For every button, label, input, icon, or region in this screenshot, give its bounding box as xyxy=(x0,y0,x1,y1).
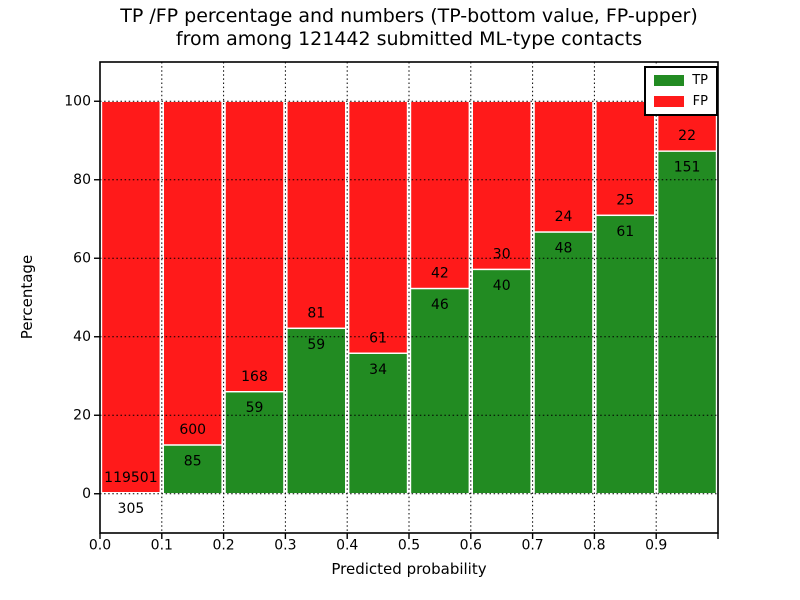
bar-label-tp: 305 xyxy=(118,501,145,517)
bar-label-fp: 25 xyxy=(616,192,634,208)
bar-label-fp: 42 xyxy=(431,266,449,282)
bar-label-tp: 48 xyxy=(555,241,573,257)
x-axis-tick-label: 0.2 xyxy=(212,538,234,554)
bar-label-fp: 30 xyxy=(493,247,511,263)
chart-title-line1: TP /FP percentage and numbers (TP-bottom… xyxy=(120,5,698,27)
tick-labels-group: 0.0 0.1 0.2 0.3 0.4 0.5 0.6 0.7 0.8 0.9 0 20 40 60 80 1… xyxy=(64,93,667,553)
chart-title: TP /FP percentage and numbers (TP-bottom… xyxy=(100,5,718,51)
bar-label-tp: 59 xyxy=(246,400,264,416)
bar-segment-fp xyxy=(471,100,532,271)
x-axis-tick-label: 0.7 xyxy=(521,538,543,554)
bar-label-fp: 81 xyxy=(307,305,325,321)
bar-segment-tp xyxy=(162,444,223,495)
y-axis-tick-label: 100 xyxy=(64,93,91,109)
fp-color-swatch xyxy=(654,96,684,107)
x-axis-tick-label: 0.9 xyxy=(645,538,667,554)
bar-segment-fp xyxy=(100,100,161,494)
bar-label-fp: 600 xyxy=(179,422,206,438)
bar-labels-group: 119501 305 600 85 168 59 81 59 61 34 42 46 30 40 24 48 2… xyxy=(104,128,700,517)
bar-segment-tp xyxy=(286,327,347,495)
bar-label-tp: 85 xyxy=(184,454,202,470)
bar-label-tp: 46 xyxy=(431,297,449,313)
x-axis-tick-label: 0.4 xyxy=(336,538,358,554)
bar-segment-fp xyxy=(409,100,470,290)
x-axis-tick-label: 0.0 xyxy=(89,538,111,554)
y-axis-tick-label: 60 xyxy=(73,250,91,266)
bar-segment-fp xyxy=(286,100,347,330)
ticks-group xyxy=(94,100,719,539)
bar-label-fp: 24 xyxy=(555,209,573,225)
x-axis-tick-label: 0.5 xyxy=(398,538,420,554)
x-axis-tick-label: 0.8 xyxy=(583,538,605,554)
legend-item-tp: TP xyxy=(654,74,708,87)
bar-segment-fp xyxy=(162,100,223,446)
bar-segment-fp xyxy=(224,100,285,393)
bar-segment-tp xyxy=(409,287,470,495)
bar-segment-tp xyxy=(657,150,718,495)
legend-label-tp: TP xyxy=(692,73,708,88)
bar-segment-tp xyxy=(100,492,161,495)
bar-label-tp: 61 xyxy=(616,224,634,240)
bar-segment-fp xyxy=(533,100,594,233)
bar-label-tp: 59 xyxy=(307,337,325,353)
legend-item-fp: FP xyxy=(654,95,708,108)
bar-label-fp: 119501 xyxy=(104,470,157,486)
bar-segment-tp xyxy=(224,391,285,495)
x-axis-tick-label: 0.3 xyxy=(274,538,296,554)
x-axis-tick-label: 0.1 xyxy=(151,538,173,554)
gridlines-group xyxy=(100,62,718,533)
bar-label-tp: 40 xyxy=(493,278,511,294)
bar-label-fp: 22 xyxy=(678,128,696,144)
bar-segment-tp xyxy=(471,268,532,495)
bar-segment-tp xyxy=(595,214,656,495)
x-axis-tick-label: 0.6 xyxy=(460,538,482,554)
y-axis-tick-label: 80 xyxy=(73,172,91,188)
bar-segment-tp xyxy=(348,352,409,495)
bar-label-tp: 34 xyxy=(369,362,387,378)
bar-label-fp: 61 xyxy=(369,330,387,346)
bar-label-tp: 151 xyxy=(674,160,701,176)
bar-label-fp: 168 xyxy=(241,369,268,385)
y-axis-tick-label: 20 xyxy=(73,407,91,423)
bars-group xyxy=(100,100,718,495)
y-axis-tick-label: 40 xyxy=(73,329,91,345)
legend-label-fp: FP xyxy=(692,94,708,109)
bar-segment-fp xyxy=(348,100,409,354)
bar-segment-tp xyxy=(533,231,594,495)
bar-segment-fp xyxy=(595,100,656,217)
x-axis-label: Predicted probability xyxy=(331,560,487,578)
y-axis-tick-label: 0 xyxy=(82,486,91,502)
chart-title-line2: from among 121442 submitted ML-type cont… xyxy=(175,28,643,50)
tp-color-swatch xyxy=(654,75,684,86)
legend: TP FP xyxy=(644,66,718,116)
